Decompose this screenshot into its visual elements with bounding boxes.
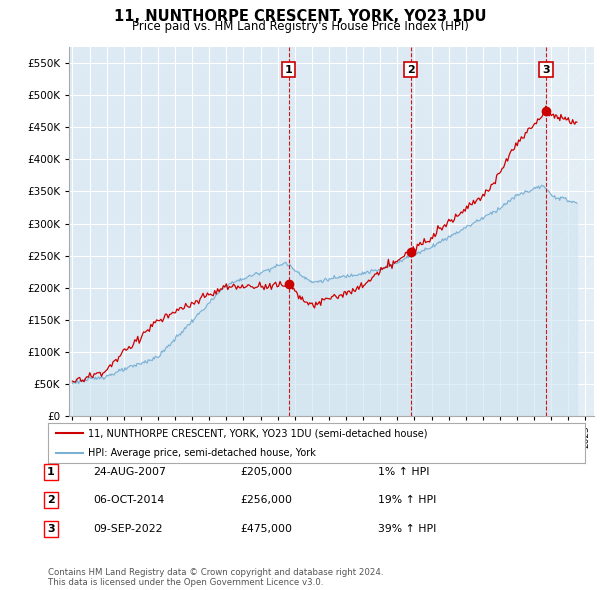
Text: 09-SEP-2022: 09-SEP-2022 bbox=[93, 524, 163, 533]
Text: £475,000: £475,000 bbox=[240, 524, 292, 533]
Text: 2: 2 bbox=[407, 65, 415, 75]
Text: 19% ↑ HPI: 19% ↑ HPI bbox=[378, 496, 436, 505]
Text: £256,000: £256,000 bbox=[240, 496, 292, 505]
Text: 1: 1 bbox=[47, 467, 55, 477]
Text: 2: 2 bbox=[47, 496, 55, 505]
Text: 3: 3 bbox=[542, 65, 550, 75]
Text: 11, NUNTHORPE CRESCENT, YORK, YO23 1DU: 11, NUNTHORPE CRESCENT, YORK, YO23 1DU bbox=[114, 9, 486, 24]
Text: 1: 1 bbox=[285, 65, 293, 75]
Text: Contains HM Land Registry data © Crown copyright and database right 2024.
This d: Contains HM Land Registry data © Crown c… bbox=[48, 568, 383, 587]
Text: Price paid vs. HM Land Registry's House Price Index (HPI): Price paid vs. HM Land Registry's House … bbox=[131, 20, 469, 33]
Text: 39% ↑ HPI: 39% ↑ HPI bbox=[378, 524, 436, 533]
Text: HPI: Average price, semi-detached house, York: HPI: Average price, semi-detached house,… bbox=[88, 448, 316, 458]
Text: 3: 3 bbox=[47, 524, 55, 533]
Text: 1% ↑ HPI: 1% ↑ HPI bbox=[378, 467, 430, 477]
Text: 06-OCT-2014: 06-OCT-2014 bbox=[93, 496, 164, 505]
Text: 24-AUG-2007: 24-AUG-2007 bbox=[93, 467, 166, 477]
Text: 11, NUNTHORPE CRESCENT, YORK, YO23 1DU (semi-detached house): 11, NUNTHORPE CRESCENT, YORK, YO23 1DU (… bbox=[88, 428, 428, 438]
Text: £205,000: £205,000 bbox=[240, 467, 292, 477]
Bar bbox=[546, 47, 594, 416]
